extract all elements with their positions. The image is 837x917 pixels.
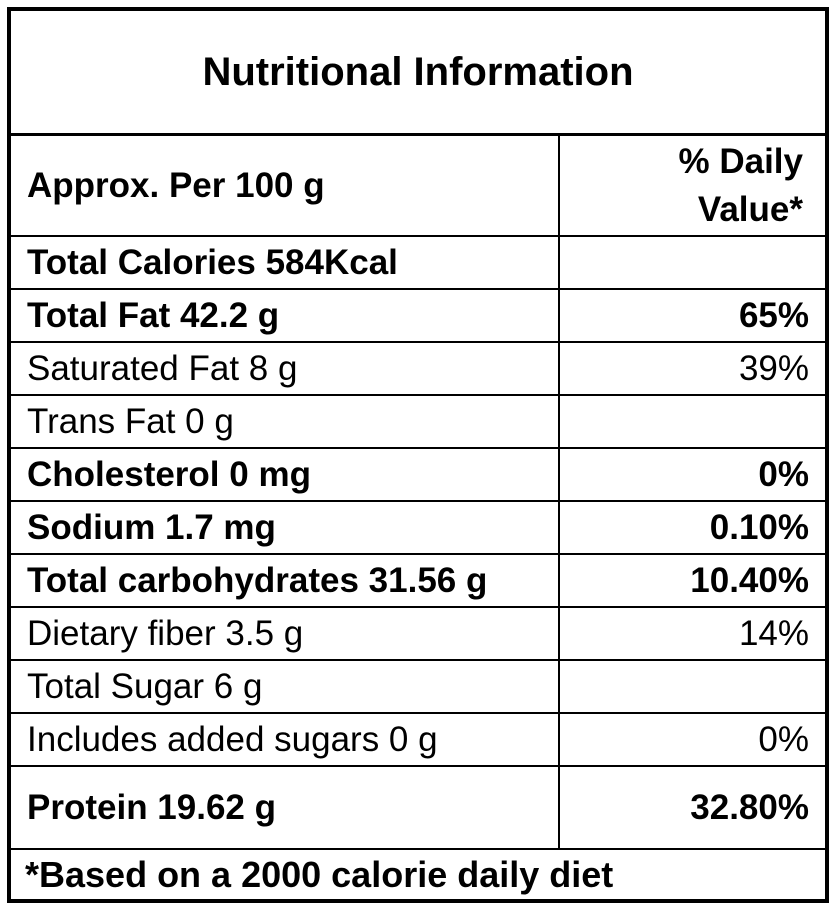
row-label-cell: Total Fat 42.2 g	[11, 290, 558, 341]
row-label: Cholesterol 0 mg	[27, 454, 311, 494]
row-label: Includes added sugars 0 g	[27, 719, 438, 759]
table-row: Saturated Fat 8 g 39%	[11, 343, 825, 396]
table-row: Total Calories 584Kcal	[11, 237, 825, 290]
row-value-cell: 0%	[558, 714, 825, 765]
row-value-cell: 65%	[558, 290, 825, 341]
row-label-cell: Total carbohydrates 31.56 g	[11, 555, 558, 606]
row-value-cell: 32.80%	[558, 767, 825, 848]
header-daily-value-text: % Daily Value*	[678, 142, 804, 229]
table-row: Total Sugar 6 g	[11, 661, 825, 714]
table-row: Includes added sugars 0 g 0%	[11, 714, 825, 767]
header-serving-text: Approx. Per 100 g	[27, 165, 325, 205]
row-value: 0.10%	[709, 507, 809, 547]
header-daily-value-label: % Daily Value*	[558, 136, 825, 235]
header-row: Approx. Per 100 g % Daily Value*	[11, 136, 825, 237]
table-row: Sodium 1.7 mg 0.10%	[11, 502, 825, 555]
nutrition-facts-table: Nutritional Information Approx. Per 100 …	[7, 7, 829, 903]
table-title: Nutritional Information	[202, 49, 634, 94]
row-value-cell: 39%	[558, 343, 825, 394]
row-label-cell: Total Calories 584Kcal	[11, 237, 558, 288]
row-value-cell: 10.40%	[558, 555, 825, 606]
footer-note: *Based on a 2000 calorie daily diet	[25, 853, 614, 895]
row-label-cell: Sodium 1.7 mg	[11, 502, 558, 553]
row-value: 0%	[758, 719, 809, 759]
table-row: Cholesterol 0 mg 0%	[11, 449, 825, 502]
row-label-cell: Trans Fat 0 g	[11, 396, 558, 447]
table-body: Total Calories 584Kcal Total Fat 42.2 g …	[11, 237, 825, 850]
row-label-cell: Cholesterol 0 mg	[11, 449, 558, 500]
row-label: Trans Fat 0 g	[27, 401, 234, 441]
row-label: Sodium 1.7 mg	[27, 507, 276, 547]
row-label-cell: Dietary fiber 3.5 g	[11, 608, 558, 659]
row-label: Dietary fiber 3.5 g	[27, 613, 304, 653]
row-value-cell: 0%	[558, 449, 825, 500]
row-value-cell: 0.10%	[558, 502, 825, 553]
title-row: Nutritional Information	[11, 11, 825, 136]
row-value: 65%	[738, 295, 809, 335]
row-label: Total Fat 42.2 g	[27, 295, 280, 335]
row-value: 32.80%	[690, 787, 809, 827]
table-row: Total Fat 42.2 g 65%	[11, 290, 825, 343]
row-value-cell: 14%	[558, 608, 825, 659]
row-value: 10.40%	[690, 560, 809, 600]
row-label: Total Calories 584Kcal	[27, 242, 398, 282]
row-value-cell	[558, 661, 825, 712]
table-row: Total carbohydrates 31.56 g 10.40%	[11, 555, 825, 608]
row-label: Saturated Fat 8 g	[27, 348, 298, 388]
row-value: 14%	[738, 613, 809, 653]
row-label: Total Sugar 6 g	[27, 666, 263, 706]
table-row: Trans Fat 0 g	[11, 396, 825, 449]
row-value: 0%	[758, 454, 809, 494]
table-row: Protein 19.62 g 32.80%	[11, 767, 825, 850]
row-label-cell: Saturated Fat 8 g	[11, 343, 558, 394]
row-label: Total carbohydrates 31.56 g	[27, 560, 488, 600]
row-label: Protein 19.62 g	[27, 787, 276, 827]
row-value-cell	[558, 396, 825, 447]
row-label-cell: Includes added sugars 0 g	[11, 714, 558, 765]
table-row: Dietary fiber 3.5 g 14%	[11, 608, 825, 661]
footer-row: *Based on a 2000 calorie daily diet	[11, 850, 825, 899]
row-value-cell	[558, 237, 825, 288]
row-label-cell: Protein 19.62 g	[11, 767, 558, 848]
row-label-cell: Total Sugar 6 g	[11, 661, 558, 712]
header-serving-label: Approx. Per 100 g	[11, 136, 558, 235]
row-value: 39%	[738, 348, 809, 388]
